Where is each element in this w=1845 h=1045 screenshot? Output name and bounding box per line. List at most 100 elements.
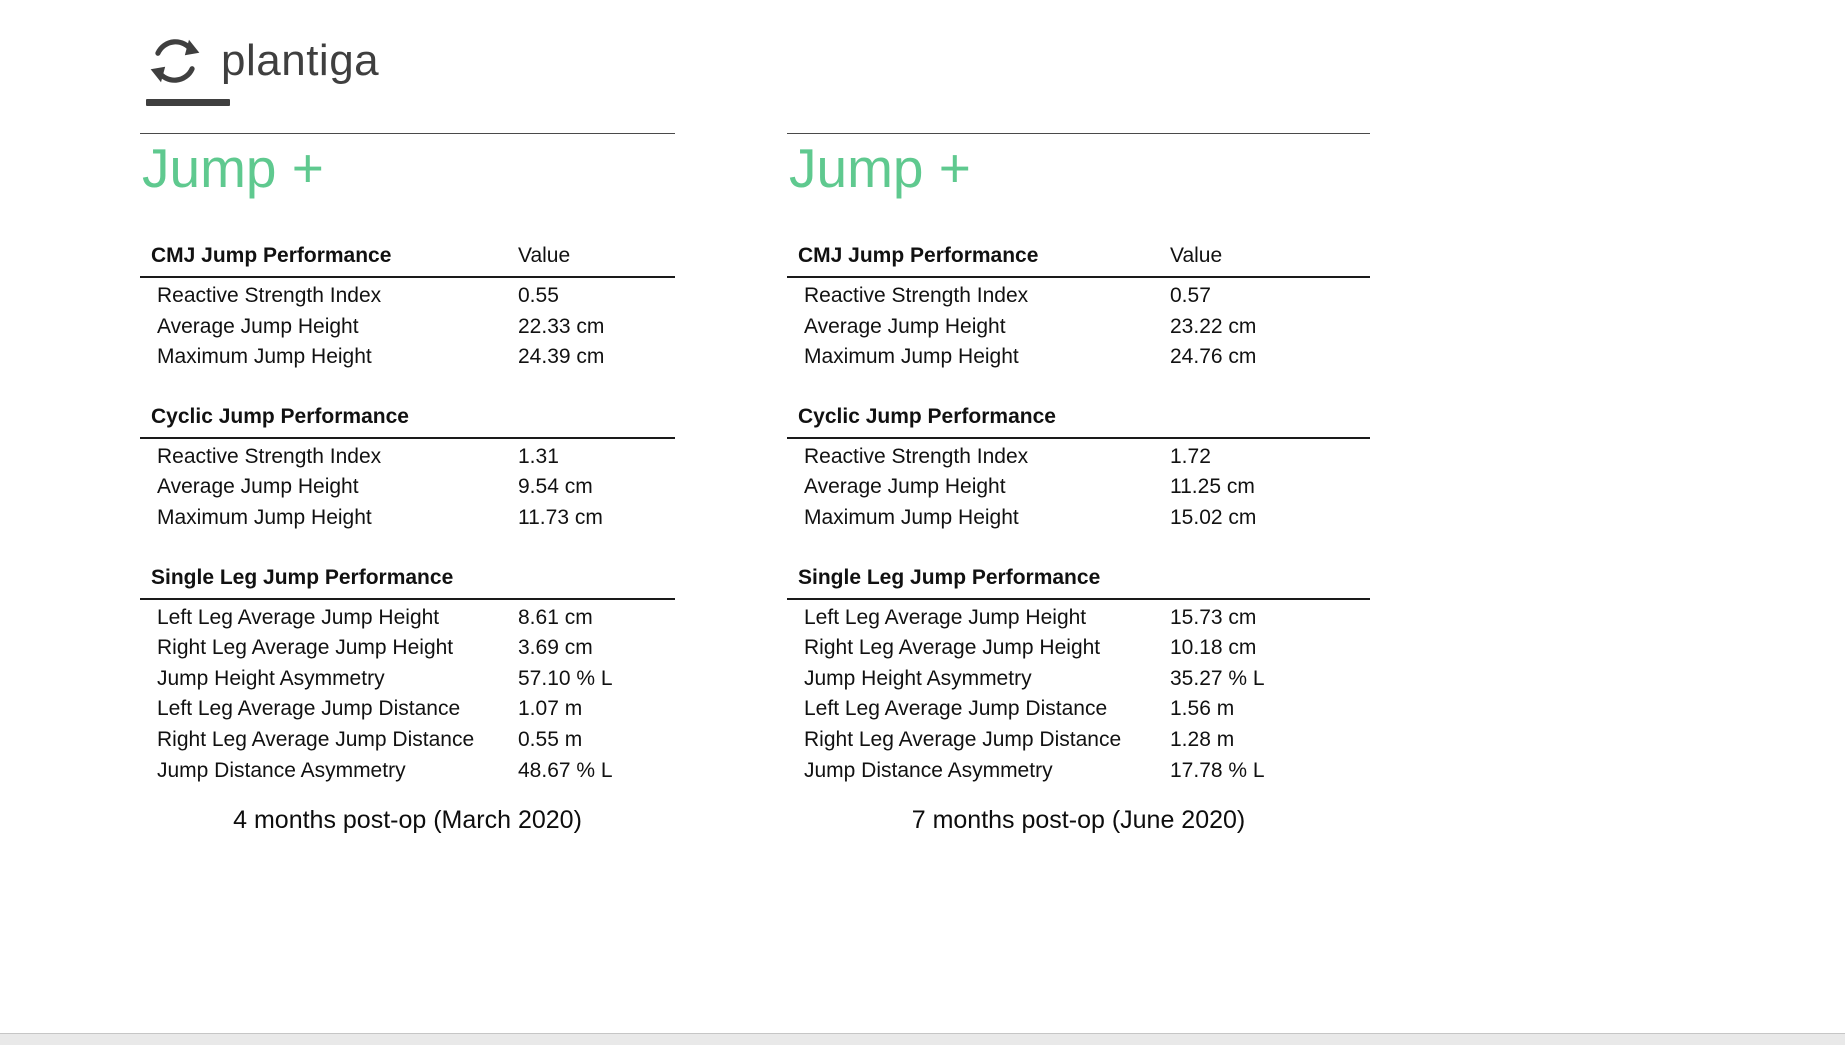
metric-value: 10.18 cm <box>1170 636 1257 660</box>
section-cmj: CMJ Jump Performance Value Reactive Stre… <box>140 243 675 373</box>
section-title: CMJ Jump Performance <box>151 244 392 267</box>
sync-icon <box>150 39 200 83</box>
metric-label: Right Leg Average Jump Height <box>157 636 454 660</box>
table-row: Right Leg Average Jump Distance 1.28 m <box>787 725 1370 756</box>
section-divider <box>787 276 1370 278</box>
metric-value: 57.10 % L <box>518 666 613 690</box>
table-row: Right Leg Average Jump Height 3.69 cm <box>140 633 675 664</box>
section-single-leg: Single Leg Jump Performance Left Leg Ave… <box>140 565 675 787</box>
table-row: Right Leg Average Jump Distance 0.55 m <box>140 725 675 756</box>
value-column-header: Value <box>1170 244 1223 267</box>
metric-value: 24.76 cm <box>1170 345 1257 369</box>
metric-label: Left Leg Average Jump Height <box>804 605 1087 629</box>
header-divider <box>787 133 1370 134</box>
section-header: Single Leg Jump Performance <box>787 565 1370 591</box>
section-cyclic: Cyclic Jump Performance Reactive Strengt… <box>140 404 675 534</box>
metric-value: 15.73 cm <box>1170 605 1257 629</box>
section-title: Single Leg Jump Performance <box>798 565 1101 589</box>
logo-wordmark: plantiga <box>221 36 380 85</box>
table-row: Reactive Strength Index 0.57 <box>787 281 1370 312</box>
section-header: Cyclic Jump Performance <box>787 404 1370 430</box>
metric-label: Jump Height Asymmetry <box>157 666 385 690</box>
section-title: Cyclic Jump Performance <box>798 404 1056 428</box>
metric-label: Left Leg Average Jump Height <box>157 605 440 629</box>
metric-label: Average Jump Height <box>804 314 1006 338</box>
metric-value: 11.73 cm <box>518 505 603 529</box>
section-header: CMJ Jump Performance Value <box>140 243 675 269</box>
metric-value: 9.54 cm <box>518 475 593 499</box>
table-row: Maximum Jump Height 24.76 cm <box>787 342 1370 373</box>
metric-value: 24.39 cm <box>518 345 605 369</box>
metric-value: 1.56 m <box>1170 697 1235 721</box>
table-row: Jump Distance Asymmetry 17.78 % L <box>787 756 1370 787</box>
metric-value: 1.72 <box>1170 444 1211 468</box>
metric-label: Average Jump Height <box>804 475 1006 499</box>
metric-value: 0.55 <box>518 284 559 307</box>
metric-value: 0.57 <box>1170 284 1211 307</box>
table-row: Average Jump Height 11.25 cm <box>787 472 1370 503</box>
metric-value: 1.07 m <box>518 697 583 721</box>
metric-value: 17.78 % L <box>1170 758 1265 782</box>
section-cmj: CMJ Jump Performance Value Reactive Stre… <box>787 243 1370 373</box>
panel-caption: 4 months post-op (March 2020) <box>233 806 582 834</box>
metric-label: Right Leg Average Jump Distance <box>804 727 1122 751</box>
table-row: Average Jump Height 22.33 cm <box>140 312 675 343</box>
table-row: Maximum Jump Height 11.73 cm <box>140 503 675 534</box>
table-row: Left Leg Average Jump Height 8.61 cm <box>140 603 675 634</box>
metric-label: Maximum Jump Height <box>804 345 1019 369</box>
metric-value: 8.61 cm <box>518 605 593 629</box>
section-divider <box>787 436 1370 439</box>
panel-caption: 7 months post-op (June 2020) <box>911 806 1246 834</box>
table-row: Reactive Strength Index 0.55 <box>140 281 675 312</box>
section-header: Cyclic Jump Performance <box>140 404 675 430</box>
report-panel-june: Jump + CMJ Jump Performance Value Reacti… <box>787 0 1370 1034</box>
metric-value: 23.22 cm <box>1170 314 1257 338</box>
table-row: Left Leg Average Jump Distance 1.56 m <box>787 694 1370 725</box>
plantiga-logo: plantiga <box>146 26 379 96</box>
metrics-table: CMJ Jump Performance Value Reactive Stre… <box>140 243 675 817</box>
table-row: Average Jump Height 23.22 cm <box>787 312 1370 343</box>
section-title: CMJ Jump Performance <box>798 244 1039 267</box>
metrics-table: CMJ Jump Performance Value Reactive Stre… <box>787 243 1370 817</box>
metric-label: Reactive Strength Index <box>804 444 1029 468</box>
metric-label: Reactive Strength Index <box>157 444 382 468</box>
metric-label: Maximum Jump Height <box>804 505 1019 529</box>
table-row: Maximum Jump Height 15.02 cm <box>787 503 1370 534</box>
metric-label: Right Leg Average Jump Distance <box>157 727 475 751</box>
table-row: Jump Height Asymmetry 35.27 % L <box>787 664 1370 695</box>
metric-label: Left Leg Average Jump Distance <box>157 697 461 721</box>
page-title: Jump + <box>789 137 971 199</box>
section-divider <box>140 597 675 600</box>
metric-label: Maximum Jump Height <box>157 505 372 529</box>
table-row: Jump Distance Asymmetry 48.67 % L <box>140 756 675 787</box>
horizontal-scrollbar[interactable] <box>0 1033 1845 1045</box>
metric-value: 48.67 % L <box>518 758 613 782</box>
section-divider <box>140 436 675 439</box>
table-row: Jump Height Asymmetry 57.10 % L <box>140 664 675 695</box>
metric-label: Left Leg Average Jump Distance <box>804 697 1108 721</box>
table-row: Right Leg Average Jump Height 10.18 cm <box>787 633 1370 664</box>
section-header: Single Leg Jump Performance <box>140 565 675 591</box>
metric-value: 22.33 cm <box>518 314 605 338</box>
table-row: Average Jump Height 9.54 cm <box>140 472 675 503</box>
value-column-header: Value <box>518 244 571 267</box>
section-title: Single Leg Jump Performance <box>151 565 454 589</box>
metric-value: 11.25 cm <box>1170 475 1255 499</box>
report-panel-march: plantiga Jump + CMJ Jump Performance Val… <box>140 0 675 1034</box>
metric-value: 3.69 cm <box>518 636 593 660</box>
metric-label: Jump Distance Asymmetry <box>157 758 406 782</box>
metric-value: 35.27 % L <box>1170 666 1265 690</box>
metric-label: Jump Height Asymmetry <box>804 666 1032 690</box>
table-row: Maximum Jump Height 24.39 cm <box>140 342 675 373</box>
metric-label: Maximum Jump Height <box>157 345 372 369</box>
section-cyclic: Cyclic Jump Performance Reactive Strengt… <box>787 404 1370 534</box>
metric-label: Average Jump Height <box>157 314 359 338</box>
table-row: Reactive Strength Index 1.72 <box>787 442 1370 473</box>
section-divider <box>787 597 1370 600</box>
section-header: CMJ Jump Performance Value <box>787 243 1370 269</box>
section-divider <box>140 276 675 278</box>
header-divider <box>140 133 675 134</box>
table-row: Reactive Strength Index 1.31 <box>140 442 675 473</box>
page-title: Jump + <box>142 137 324 199</box>
metric-label: Right Leg Average Jump Height <box>804 636 1101 660</box>
